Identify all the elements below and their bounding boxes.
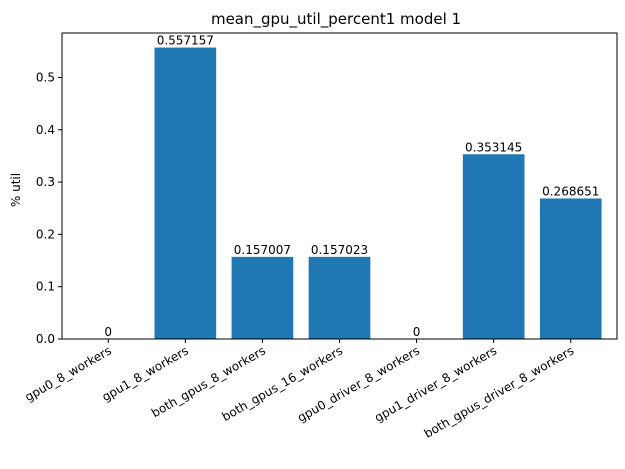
bar-both_gpus_16_workers bbox=[308, 256, 371, 339]
data-label-both_gpus_16_workers: 0.157023 bbox=[311, 243, 368, 257]
data-label-gpu0_8_workers: 0 bbox=[104, 325, 112, 339]
plot-frame bbox=[61, 32, 618, 340]
y-tick-label: 0.4 bbox=[36, 123, 55, 137]
y-tick-label: 0.0 bbox=[36, 332, 55, 346]
x-axis: gpu0_8_workersgpu1_8_workersboth_gpus_8_… bbox=[22, 339, 576, 441]
data-label-both_gpus_driver_8_workers: 0.268651 bbox=[542, 184, 599, 198]
y-tick-label: 0.2 bbox=[36, 227, 55, 241]
y-axis: 0.0 0.1 0.2 0.3 0.4 0.5 bbox=[36, 70, 62, 346]
data-labels-group: 0 0.557157 0.157007 0.157023 0 0.353145 0.2686… bbox=[104, 34, 599, 339]
bar-gpu1_driver_8_workers bbox=[462, 154, 525, 339]
bar-gpu1_8_workers bbox=[154, 47, 217, 340]
data-label-both_gpus_8_workers: 0.157007 bbox=[234, 243, 291, 257]
chart-title: mean_gpu_util_percent1 model 1 bbox=[211, 10, 461, 29]
data-label-gpu1_driver_8_workers: 0.353145 bbox=[465, 140, 522, 154]
x-tick-label: gpu0_driver_8_workers bbox=[295, 343, 422, 424]
y-tick-label: 0.1 bbox=[36, 280, 55, 294]
bars-group bbox=[154, 47, 602, 340]
data-label-gpu1_8_workers: 0.557157 bbox=[157, 34, 214, 48]
bar-both_gpus_driver_8_workers bbox=[539, 198, 602, 339]
x-tick-label: gpu0_8_workers bbox=[22, 343, 113, 404]
x-tick-label: gpu1_driver_8_workers bbox=[372, 343, 499, 424]
x-tick-label: both_gpus_driver_8_workers bbox=[422, 343, 577, 440]
y-axis-label: % util bbox=[9, 173, 23, 207]
data-label-gpu0_driver_8_workers: 0 bbox=[413, 325, 421, 339]
y-tick-label: 0.5 bbox=[36, 70, 55, 84]
bar-both_gpus_8_workers bbox=[231, 256, 294, 339]
y-tick-label: 0.3 bbox=[36, 175, 55, 189]
